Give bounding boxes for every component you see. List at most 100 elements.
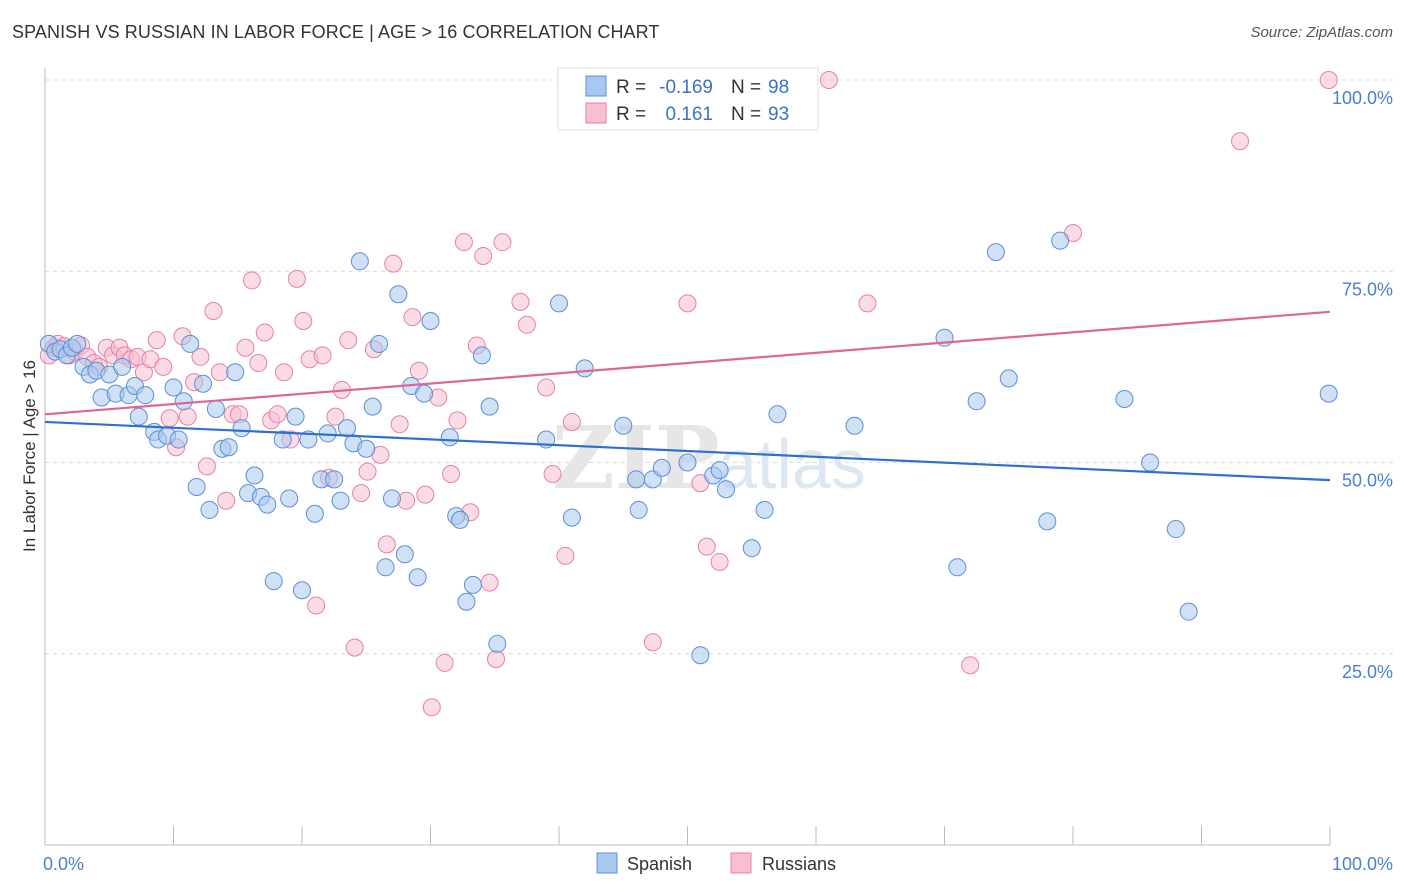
russians-point (275, 363, 294, 382)
spanish-point (164, 378, 183, 397)
russians-point (480, 573, 499, 592)
russians-point (313, 346, 332, 365)
watermark: ZIP atlas (552, 408, 866, 509)
spanish-point (395, 545, 414, 564)
russians-point (819, 71, 838, 89)
spanish-point (691, 646, 710, 665)
spanish-point (187, 477, 206, 496)
spanish-point (488, 634, 507, 653)
russians-point (543, 464, 562, 483)
legend-r-value-2: 0.161 (665, 104, 713, 125)
spanish-point (742, 539, 761, 558)
legend-swatch-russians (585, 102, 607, 124)
russians-point (1319, 71, 1338, 89)
russians-point (268, 405, 287, 424)
y-tick-label: 100.0% (1332, 88, 1393, 108)
spanish-point (415, 384, 434, 403)
spanish-point (421, 311, 440, 330)
russians-point (358, 462, 377, 481)
russians-point (307, 596, 326, 615)
spanish-point (245, 466, 264, 485)
spanish-point (967, 392, 986, 411)
spanish-point (382, 489, 401, 508)
spanish-point (286, 407, 305, 426)
spanish-trend-line (44, 420, 1331, 482)
bottom-swatch-spanish (596, 852, 618, 874)
russians-point (204, 302, 223, 321)
spanish-point (755, 500, 774, 519)
spanish-point (408, 568, 427, 587)
spanish-point (68, 334, 87, 353)
spanish-point (457, 592, 476, 611)
russians-point (403, 308, 422, 327)
legend-r-label-1: R = (616, 77, 646, 98)
spanish-point (258, 495, 277, 514)
russians-point (517, 315, 536, 334)
spanish-point (376, 558, 395, 577)
spanish-point (1166, 520, 1185, 539)
russians-trend-line (44, 310, 1331, 416)
russians-point (377, 535, 396, 554)
russians-point (562, 412, 581, 431)
spanish-point (181, 334, 200, 353)
russians-point (537, 378, 556, 397)
y-tick-label: 50.0% (1342, 471, 1393, 491)
spanish-point (370, 334, 389, 353)
y-tick-label: 25.0% (1342, 662, 1393, 682)
spanish-point (200, 500, 219, 519)
russians-point (154, 357, 173, 376)
spanish-point (627, 470, 646, 489)
series-legend: Spanish Russians (596, 852, 836, 874)
russians-point (326, 407, 345, 426)
russians-point (294, 311, 313, 330)
watermark-atlas: atlas (718, 425, 866, 503)
gridlines (45, 79, 1393, 655)
trend-lines (44, 310, 1331, 482)
spanish-point (550, 294, 568, 313)
axes (44, 68, 1331, 846)
spanish-point (219, 438, 238, 457)
russians-point (474, 246, 493, 265)
russians-point (1231, 132, 1250, 151)
spanish-point (451, 510, 470, 529)
legend-r-value-1: -0.169 (659, 77, 713, 98)
russians-point (345, 638, 364, 657)
spanish-point (1115, 390, 1134, 409)
legend-n-value-2: 93 (768, 104, 789, 125)
spanish-point (1179, 602, 1198, 621)
spanish-point (845, 416, 864, 435)
russians-points (39, 71, 1338, 717)
spanish-point (350, 252, 369, 271)
russians-point (487, 650, 506, 669)
spanish-point (768, 405, 787, 424)
spanish-point (389, 285, 408, 304)
russians-point (249, 354, 268, 373)
spanish-point (174, 392, 193, 411)
spanish-point (562, 508, 581, 527)
x-tick-label: 100.0% (1332, 854, 1393, 874)
russians-point (242, 271, 261, 290)
legend-swatch-spanish (585, 75, 607, 97)
spanish-point (575, 359, 594, 378)
russians-point (287, 269, 306, 288)
spanish-point (678, 453, 697, 472)
russians-point (409, 361, 428, 380)
spanish-point (293, 581, 311, 600)
spanish-points (39, 231, 1338, 665)
russians-point (678, 294, 697, 313)
spanish-point (717, 480, 736, 499)
y-axis-label: In Labor Force | Age > 16 (20, 360, 39, 552)
russians-point (147, 331, 166, 350)
chart-title: SPANISH VS RUSSIAN IN LABOR FORCE | AGE … (12, 22, 660, 42)
spanish-point (264, 572, 283, 591)
russians-point (390, 415, 409, 434)
spanish-point (305, 504, 324, 523)
spanish-point (226, 363, 245, 382)
russians-point (697, 537, 716, 556)
spanish-point (280, 489, 299, 508)
russians-point (416, 485, 435, 504)
russians-point (435, 653, 454, 672)
spanish-point (1141, 453, 1160, 472)
spanish-point (652, 458, 671, 477)
